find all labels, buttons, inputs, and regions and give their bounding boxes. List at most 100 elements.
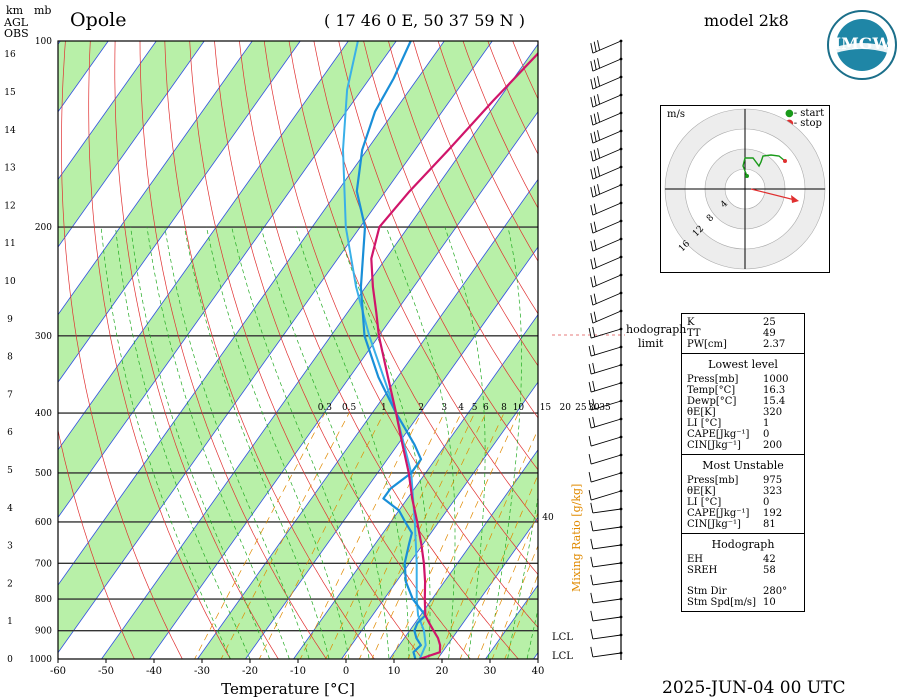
wind-barb-feather <box>590 259 594 270</box>
isotherm <box>58 41 493 654</box>
wind-barb <box>590 364 622 375</box>
moist-adiabat <box>146 226 290 659</box>
isotherm <box>58 41 253 316</box>
wind-barb-feather <box>597 166 601 177</box>
dry-adiabat <box>263 41 538 628</box>
pressure-tick-label: 500 <box>35 469 52 479</box>
mixing-ratio-value: 35 <box>599 403 611 413</box>
wind-barb-feather <box>593 257 597 268</box>
imgw-logo: IMGW <box>827 10 897 80</box>
wind-barb-feather <box>593 77 597 88</box>
wind-barb-feather <box>593 149 597 160</box>
pressure-tick-label: 100 <box>35 37 52 47</box>
mixing-ratio-value: 15 <box>540 403 552 413</box>
mixing-ratio-line <box>359 412 475 659</box>
km-tick-label: 10 <box>4 277 16 287</box>
moist-adiabat <box>130 226 270 659</box>
km-tick-label: 1 <box>7 617 13 627</box>
moist-adiabat <box>184 226 330 659</box>
wind-barb <box>592 220 622 234</box>
wind-barb-feather <box>590 133 594 144</box>
moist-adiabat <box>100 226 231 659</box>
wind-barb-feather <box>597 148 601 159</box>
wind-barb-feather <box>593 131 597 142</box>
isotherm <box>341 381 538 659</box>
isotherm <box>58 41 397 519</box>
moist-adiabat <box>295 226 410 659</box>
isotherm <box>58 41 205 248</box>
mixing-ratio-value: 4 <box>458 403 464 413</box>
dry-adiabat <box>114 41 279 659</box>
wind-barb <box>590 346 622 357</box>
wind-barb-feather <box>592 380 596 392</box>
temperature-curve <box>370 51 538 659</box>
isotherm <box>58 41 157 181</box>
wind-barb <box>592 40 622 54</box>
unit-mb: mb <box>34 4 52 17</box>
x-tick-label: -20 <box>242 666 258 677</box>
km-tick-label: 9 <box>7 315 13 325</box>
km-tick-label: 15 <box>4 88 16 98</box>
mixing-ratio-line <box>437 428 538 659</box>
wind-barb-feather <box>590 646 594 657</box>
mixing-ratio-value: 3 <box>441 403 447 413</box>
wind-barb-feather <box>588 489 592 501</box>
mixing-ratio-line <box>391 412 505 659</box>
wind-barb <box>590 382 622 393</box>
dry-adiabat <box>164 41 375 659</box>
km-tick-label: 6 <box>7 428 13 438</box>
pressure-tick-label: 900 <box>35 627 52 637</box>
wind-barb-feather <box>588 417 592 429</box>
dry-adiabat <box>58 428 135 659</box>
isotherm <box>197 178 538 659</box>
mixing-ratio-line <box>407 412 519 659</box>
wind-barb <box>590 418 622 429</box>
wind-barb <box>592 544 622 550</box>
km-tick-label: 16 <box>4 50 16 60</box>
mixing-ratio-line <box>258 412 385 659</box>
pressure-tick-label: 200 <box>35 223 52 233</box>
mixing-ratio-line <box>325 412 445 659</box>
dry-adiabat <box>139 41 327 659</box>
km-tick-label: 2 <box>7 579 13 589</box>
wind-barb <box>592 148 622 162</box>
x-tick-label: 10 <box>388 666 401 677</box>
isotherm <box>58 41 445 586</box>
mixing-ratio-value: 20 <box>559 403 571 413</box>
logo-text: IMGW <box>834 34 892 53</box>
wind-barb-feather <box>588 471 592 483</box>
indices-table: K 25 TT 49 PW[cm] 2.37 Lowest level Press[m… <box>681 313 805 612</box>
hodograph-legend-start: ●- start <box>785 108 825 119</box>
moist-adiabat <box>336 226 431 659</box>
label-obs: OBS <box>4 27 29 40</box>
wind-barb-feather <box>590 277 594 288</box>
wind-barb-feather <box>590 97 594 108</box>
hodograph-unit: m/s <box>667 109 685 120</box>
wind-barb <box>592 310 622 324</box>
wind-barb <box>592 526 622 532</box>
moist-adiabat <box>164 226 310 659</box>
wind-barb <box>592 94 622 108</box>
mixing-ratio-label: Mixing Ratio [g/kg] <box>570 483 583 592</box>
isotherm <box>58 41 349 451</box>
wind-barb <box>592 184 622 198</box>
wind-barb <box>590 328 622 339</box>
wind-barb <box>592 616 622 622</box>
datetime-label: 2025-JUN-04 00 UTC <box>662 678 846 698</box>
wind-barb-feather <box>597 94 601 105</box>
moist-adiabat <box>385 226 456 659</box>
km-tick-label: 4 <box>7 504 13 514</box>
hodo-ring-8: 8 <box>705 213 716 224</box>
km-tick-label: 8 <box>7 353 13 363</box>
pressure-tick-label: 600 <box>35 518 52 528</box>
x-tick-label: 40 <box>532 666 545 677</box>
isotherm <box>437 516 538 659</box>
mixing-ratio-value: 5 <box>472 403 478 413</box>
km-tick-label: 0 <box>7 655 13 665</box>
hodograph-panel: m/s ●- start ●- stop 4 8 12 16 <box>660 105 830 273</box>
mixing-ratio-value: 25 <box>575 403 587 413</box>
moist-adiabat <box>115 226 251 659</box>
station-coords: ( 17 46 0 E, 50 37 59 N ) <box>324 11 525 30</box>
wind-barb-feather <box>590 295 594 306</box>
